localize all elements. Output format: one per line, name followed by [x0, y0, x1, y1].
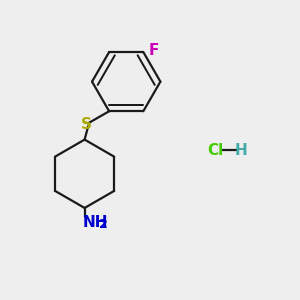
Text: 2: 2	[99, 218, 108, 231]
Text: F: F	[149, 43, 159, 58]
Text: NH: NH	[83, 215, 109, 230]
Text: Cl: Cl	[207, 142, 224, 158]
Text: S: S	[81, 117, 92, 132]
Text: H: H	[234, 142, 247, 158]
